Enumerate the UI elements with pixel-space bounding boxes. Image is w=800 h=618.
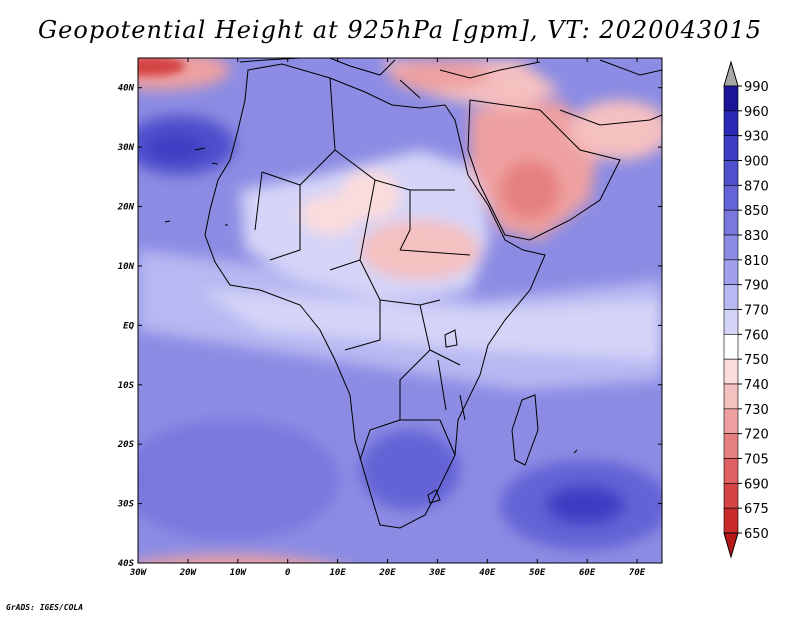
colorbar-swatch [723,209,739,236]
lat-tick-label: 20S [117,440,135,450]
colorbar-label: 830 [744,229,769,244]
lat-tick-label: 10S [118,381,135,391]
lon-tick-label: 10E [329,568,346,578]
lon-tick-label: 10W [230,568,248,578]
height-field [138,58,662,563]
lat-tick-label: 30N [117,143,135,153]
colorbar-label: 750 [744,353,769,368]
colorbar-label: 705 [744,453,769,468]
credit-text: GrADS: IGES/COLA [6,603,84,612]
colorbar-label: 810 [744,254,769,269]
lat-tick-label: 30S [117,500,135,510]
colorbar-bottom-arrow [723,532,739,559]
lat-tick-label: 40N [118,84,135,94]
lon-tick-label: 50E [529,568,546,578]
lon-tick-label: 60E [579,568,596,578]
colorbar-swatch [723,284,739,310]
colorbar-swatch [723,383,739,410]
lon-tick-label: 70E [629,568,646,578]
colorbar-swatch [723,458,739,484]
lon-tick-label: 20W [179,568,198,578]
colorbar-swatch [723,309,739,335]
map-frame [137,57,663,564]
colorbar-swatch [723,507,739,534]
colorbar-label: 790 [744,279,769,294]
colorbar: 990 960 930 900 870 850 830 810 790 770 760 750 740 7… [723,60,769,559]
lon-tick-label: 20E [378,568,396,578]
colorbar-swatch [723,408,739,434]
colorbar-label: 900 [744,155,769,170]
lat-tick-label: EQ [123,321,134,331]
colorbar-swatch [723,110,739,136]
longitude-axis: 30W 20W 10W 0 10E 20E 30E 40E 50E 60E 70E [129,58,646,578]
lat-tick-label: 20N [117,203,135,213]
colorbar-label: 930 [744,130,769,145]
colorbar-swatch [723,185,739,211]
map-title: Geopotential Height at 925hPa [gpm], VT:… [38,16,762,44]
lon-tick-label: 30E [428,568,446,578]
colorbar-label: 690 [744,477,769,492]
colorbar-swatch [723,483,739,509]
lat-tick-label: 10N [118,262,135,272]
colorbar-label: 675 [744,502,769,517]
colorbar-label: 870 [744,179,769,194]
lon-tick-label: 40E [479,568,496,578]
colorbar-swatch [723,334,739,360]
colorbar-swatch [723,135,739,161]
colorbar-swatch [723,358,739,385]
colorbar-label: 770 [744,304,769,319]
colorbar-swatch [723,433,739,459]
colorbar-swatch [723,160,739,186]
colorbar-label: 720 [744,428,769,443]
colorbar-top-arrow [723,60,739,87]
lon-tick-label: 0 [285,568,291,578]
colorbar-label: 990 [744,80,769,95]
colorbar-label: 960 [744,105,769,120]
colorbar-swatch [723,85,739,112]
lat-tick-label: 40S [118,559,135,569]
colorbar-label: 730 [744,403,769,418]
coastlines [164,58,662,529]
colorbar-swatch [723,259,739,285]
colorbar-label: 760 [744,328,769,343]
colorbar-label: 650 [744,527,769,542]
latitude-axis: 40N 30N 20N 10N EQ 10S 20S 30S 40S [117,84,662,569]
colorbar-swatch [723,234,739,261]
colorbar-label: 850 [744,204,769,219]
lon-tick-label: 30W [129,568,148,578]
colorbar-label: 740 [744,378,769,393]
